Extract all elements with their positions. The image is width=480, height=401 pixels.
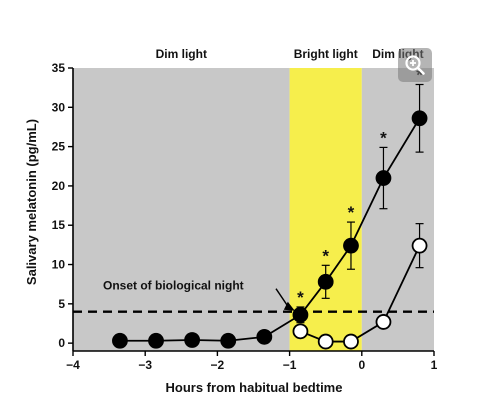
region-label-0: Dim light [156,47,207,61]
significance-marker-5: * [297,288,304,307]
y-axis-label: Salivary melatonin (pg/mL) [24,119,39,285]
series-0-point-6 [317,273,334,290]
reference-line-label: Onset of biological night [103,279,244,293]
series-0-point-9 [411,110,428,127]
series-0-point-1 [148,332,164,349]
series-1-point-2 [343,333,359,350]
x-tick-label-4: 0 [358,358,365,372]
significance-marker-6: * [322,246,329,265]
region-label-1: Bright light [294,47,358,61]
y-tick-label-4: 20 [52,179,66,193]
series-0-point-3 [220,332,237,349]
x-tick-label-1: −3 [138,358,152,372]
series-0-point-4 [256,328,273,345]
light-regions [73,68,434,351]
y-tick-label-7: 35 [52,61,66,75]
x-tick-label-5: 1 [431,358,438,372]
region-2 [361,68,434,351]
y-tick-label-6: 30 [52,100,66,114]
series-0-point-7 [343,237,359,254]
y-tick-label-1: 5 [58,297,65,311]
region-1 [289,68,362,351]
series-0-line [119,117,421,342]
axes: 0 5 10 15 20 25 30 35 −4 −3 −2 −1 0 1 [52,61,438,372]
y-tick-label-0: 0 [58,336,65,350]
series-1-point-1 [317,333,334,350]
zoom-in-icon [405,55,425,75]
y-tick-label-3: 15 [52,218,66,232]
significance-marker-7: * [348,203,355,222]
significance-marker-8: * [380,128,387,147]
series-1-point-0 [292,323,309,340]
series-0-point-0 [112,332,128,349]
series-1-point-4 [411,237,428,254]
region-0 [73,68,290,351]
series-0-point-8 [375,170,392,186]
reference-line: Onset of biological night [73,279,434,313]
y-tick-label-2: 10 [52,258,66,272]
reference-arrow-head [283,301,295,311]
x-tick-label-2: −2 [211,358,225,372]
series-0-point-2 [184,332,201,348]
series-1-point-3 [375,314,392,330]
y-tick-label-5: 25 [52,140,66,154]
zoom-button[interactable] [398,48,432,82]
x-tick-label-3: −1 [283,358,297,372]
data-series: ***** [112,66,428,350]
x-axis-label: Hours from habitual bedtime [166,380,343,395]
series-0-point-5 [292,306,309,323]
x-tick-label-0: −4 [66,358,80,372]
